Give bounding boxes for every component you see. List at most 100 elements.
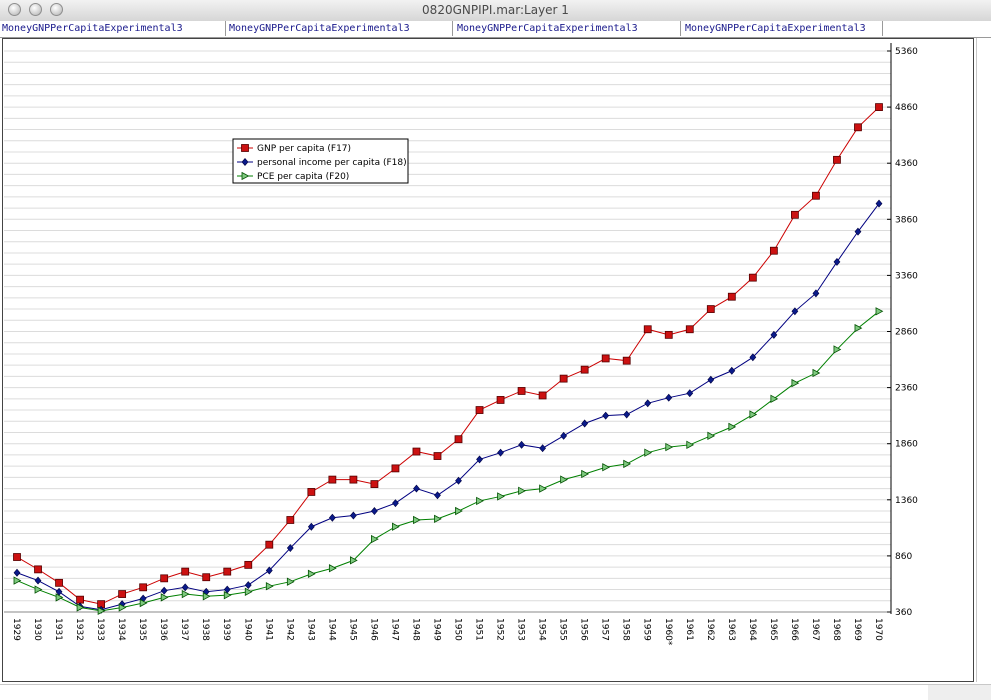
vertical-scrollbar[interactable]	[976, 38, 991, 682]
data-point	[286, 516, 295, 524]
layer-tab[interactable]: MoneyGNPPerCapitaExperimental3	[455, 21, 681, 36]
layer-tab[interactable]: MoneyGNPPerCapitaExperimental3	[0, 21, 226, 36]
data-point	[791, 210, 799, 219]
x-tick-label: 1948	[410, 618, 420, 641]
resize-grip[interactable]	[928, 684, 991, 700]
data-point	[76, 603, 85, 612]
data-point	[665, 442, 674, 452]
layer-tab[interactable]: MoneyGNPPerCapitaExperimental3	[227, 21, 453, 36]
data-point	[643, 325, 652, 334]
data-point	[328, 475, 337, 484]
data-point	[371, 534, 379, 544]
x-tick-label: 1964	[747, 618, 757, 641]
data-point	[749, 410, 758, 419]
data-point	[812, 289, 820, 298]
x-tick-label: 1947	[389, 618, 399, 641]
data-point	[623, 459, 632, 469]
x-tick-label: 1949	[431, 618, 441, 641]
x-tick-label: 1931	[53, 618, 63, 641]
data-point	[413, 484, 420, 493]
x-tick-label: 1959	[642, 618, 652, 641]
data-point	[664, 330, 673, 339]
y-tick-label: 2360	[895, 384, 918, 394]
x-tick-label: 1952	[495, 618, 505, 641]
data-point	[139, 583, 148, 592]
x-tick-label: 1970	[873, 618, 883, 641]
data-point	[727, 292, 736, 301]
data-point	[518, 440, 525, 449]
series	[13, 307, 884, 616]
data-point	[455, 476, 462, 485]
data-point	[139, 598, 148, 608]
data-point	[223, 591, 232, 600]
x-tick-label: 1960*	[663, 618, 673, 646]
y-tick-label: 4860	[895, 103, 918, 113]
y-tick-label: 4360	[895, 159, 918, 169]
x-tick-label: 1958	[621, 618, 631, 641]
x-tick-label: 1966	[789, 618, 799, 641]
data-point	[581, 469, 590, 479]
data-point	[833, 155, 841, 164]
x-axis-ticks: 1929 1930 1931 1932 1933 1934 1935 1936 1937 1938…	[11, 618, 883, 646]
series-line	[16, 310, 880, 612]
x-tick-label: 1943	[305, 618, 315, 641]
data-point	[685, 325, 694, 334]
y-tick-label: 1860	[895, 440, 918, 450]
data-point	[241, 144, 249, 152]
data-point	[539, 444, 547, 453]
data-point	[244, 560, 253, 569]
series-line	[16, 203, 880, 611]
legend: GNP per capita (F17) personal income per …	[232, 138, 409, 184]
data-point	[812, 191, 820, 200]
data-point	[391, 464, 400, 473]
data-point	[665, 393, 673, 402]
data-point	[307, 522, 315, 531]
data-point	[349, 511, 357, 520]
data-point	[875, 307, 884, 316]
data-point	[371, 507, 378, 515]
data-point	[454, 435, 463, 444]
data-point	[97, 606, 106, 616]
y-tick-label: 5360	[895, 47, 918, 57]
x-tick-label: 1946	[368, 618, 378, 641]
y-tick-label: 3860	[895, 215, 918, 225]
x-tick-label: 1929	[11, 618, 21, 641]
window-title: 0820GNPIPI.mar:Layer 1	[422, 3, 569, 17]
data-point	[223, 567, 232, 576]
data-point	[265, 540, 274, 549]
y-tick-label: 360	[895, 608, 912, 618]
data-point	[160, 574, 169, 583]
legend-label: PCE per capita (F20)	[257, 172, 349, 182]
close-window-icon[interactable]	[8, 3, 21, 16]
data-point	[538, 391, 547, 400]
x-tick-label: 1945	[347, 618, 357, 641]
data-point	[370, 480, 379, 488]
data-point	[706, 305, 715, 313]
data-point	[76, 595, 84, 604]
x-tick-label: 1937	[179, 618, 189, 641]
horizontal-scrollbar[interactable]	[0, 684, 976, 700]
x-tick-label: 1956	[579, 618, 589, 641]
data-point	[241, 171, 250, 181]
data-point	[349, 556, 358, 565]
x-tick-label: 1967	[810, 618, 820, 641]
data-point	[307, 569, 316, 579]
data-point	[34, 576, 42, 585]
y-tick-label: 860	[895, 552, 912, 562]
data-point	[539, 484, 547, 493]
data-point	[875, 103, 883, 111]
legend-box	[232, 138, 409, 184]
data-point	[202, 592, 211, 601]
data-point	[476, 496, 484, 506]
zoom-window-icon[interactable]	[50, 3, 63, 16]
x-tick-label: 1954	[537, 618, 547, 641]
minimize-window-icon[interactable]	[29, 3, 42, 16]
data-point	[602, 411, 610, 420]
data-point	[854, 123, 862, 132]
data-point	[392, 522, 400, 531]
data-point	[581, 419, 589, 428]
data-point	[328, 564, 337, 573]
layer-tab[interactable]: MoneyGNPPerCapitaExperimental3	[683, 21, 883, 36]
x-tick-label: 1963	[726, 618, 736, 641]
data-point	[181, 583, 189, 592]
